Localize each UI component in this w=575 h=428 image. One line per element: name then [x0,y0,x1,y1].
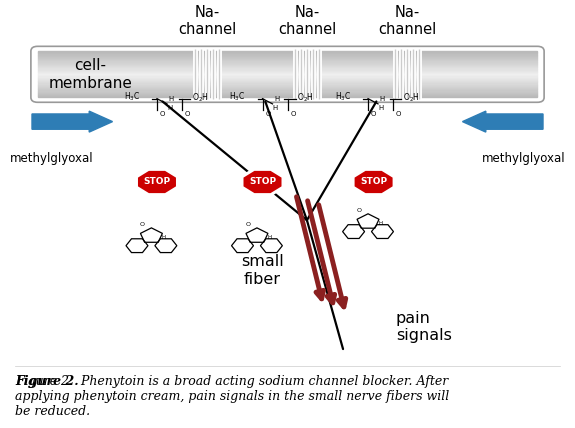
Text: $\mathrm{O_2H}$: $\mathrm{O_2H}$ [297,91,314,104]
Text: H: H [380,96,385,102]
Bar [37,54,538,55]
Text: H: H [267,235,271,240]
Bar [37,80,538,81]
Text: H: H [274,96,279,102]
Bar [37,67,538,68]
Bar [37,59,538,60]
FancyArrow shape [32,111,113,132]
Text: $\mathrm{O_2H}$: $\mathrm{O_2H}$ [403,91,420,104]
Bar [37,63,538,64]
Text: O: O [290,111,296,117]
Text: STOP: STOP [143,178,171,187]
Bar [37,72,538,73]
Text: O: O [185,111,190,117]
Bar [37,96,538,98]
Text: cell-
membrane: cell- membrane [48,58,132,90]
Text: H: H [167,105,172,111]
Bar [37,70,538,71]
Polygon shape [242,169,283,195]
Text: methylglyoxal: methylglyoxal [10,152,93,165]
Text: Figure 2.: Figure 2. [16,375,79,388]
Bar [37,66,538,67]
Bar [37,83,538,85]
Text: STOP: STOP [360,178,387,187]
Bar [37,89,538,90]
Text: Figure 2.  Phenytoin is a broad acting sodium channel blocker. After
applying ph: Figure 2. Phenytoin is a broad acting so… [16,375,450,418]
Text: Na-
channel: Na- channel [378,5,436,37]
Bar [37,93,538,94]
Bar [37,56,538,57]
Text: $\mathrm{H_3C}$: $\mathrm{H_3C}$ [124,90,140,103]
Text: O: O [396,111,401,117]
Text: pain
signals: pain signals [396,311,452,343]
Bar [37,58,538,59]
Text: small
fiber: small fiber [241,254,284,287]
Bar [37,74,538,75]
Bar [37,79,538,80]
Text: O: O [245,222,250,227]
Text: H: H [378,105,384,111]
Bar [37,85,538,86]
Bar [37,68,538,70]
Bar [37,55,538,56]
Text: O: O [371,111,376,117]
Bar [37,90,538,92]
Bar [37,77,538,78]
Text: O: O [356,208,361,213]
Text: O: O [265,111,271,117]
Bar [37,60,538,62]
Bar [37,94,538,95]
Text: STOP: STOP [249,178,276,187]
Bar [37,52,538,54]
Bar [37,86,538,87]
Text: $\mathrm{H_3C}$: $\mathrm{H_3C}$ [229,90,246,103]
Text: O: O [140,222,145,227]
Bar [37,65,538,66]
Bar [37,87,538,88]
Bar [37,64,538,65]
Bar [37,62,538,63]
Bar [37,75,538,77]
Text: H: H [273,105,278,111]
Bar [37,81,538,83]
Text: H: H [168,96,174,102]
Bar [37,78,538,79]
Text: H: H [378,221,382,226]
Bar [37,57,538,58]
Bar [37,51,538,52]
Text: O: O [160,111,165,117]
FancyArrow shape [462,111,543,132]
Polygon shape [353,169,394,195]
Bar [37,88,538,89]
Text: $\mathrm{O_2H}$: $\mathrm{O_2H}$ [192,91,209,104]
Bar [37,73,538,74]
Bar [37,95,538,96]
Text: Na-
channel: Na- channel [178,5,236,37]
Polygon shape [136,169,178,195]
Text: methylglyoxal: methylglyoxal [482,152,565,165]
Bar [37,92,538,93]
Bar [37,71,538,72]
Text: $\mathrm{H_3C}$: $\mathrm{H_3C}$ [335,90,351,103]
Text: H: H [162,235,166,240]
Text: Na-
channel: Na- channel [278,5,336,37]
